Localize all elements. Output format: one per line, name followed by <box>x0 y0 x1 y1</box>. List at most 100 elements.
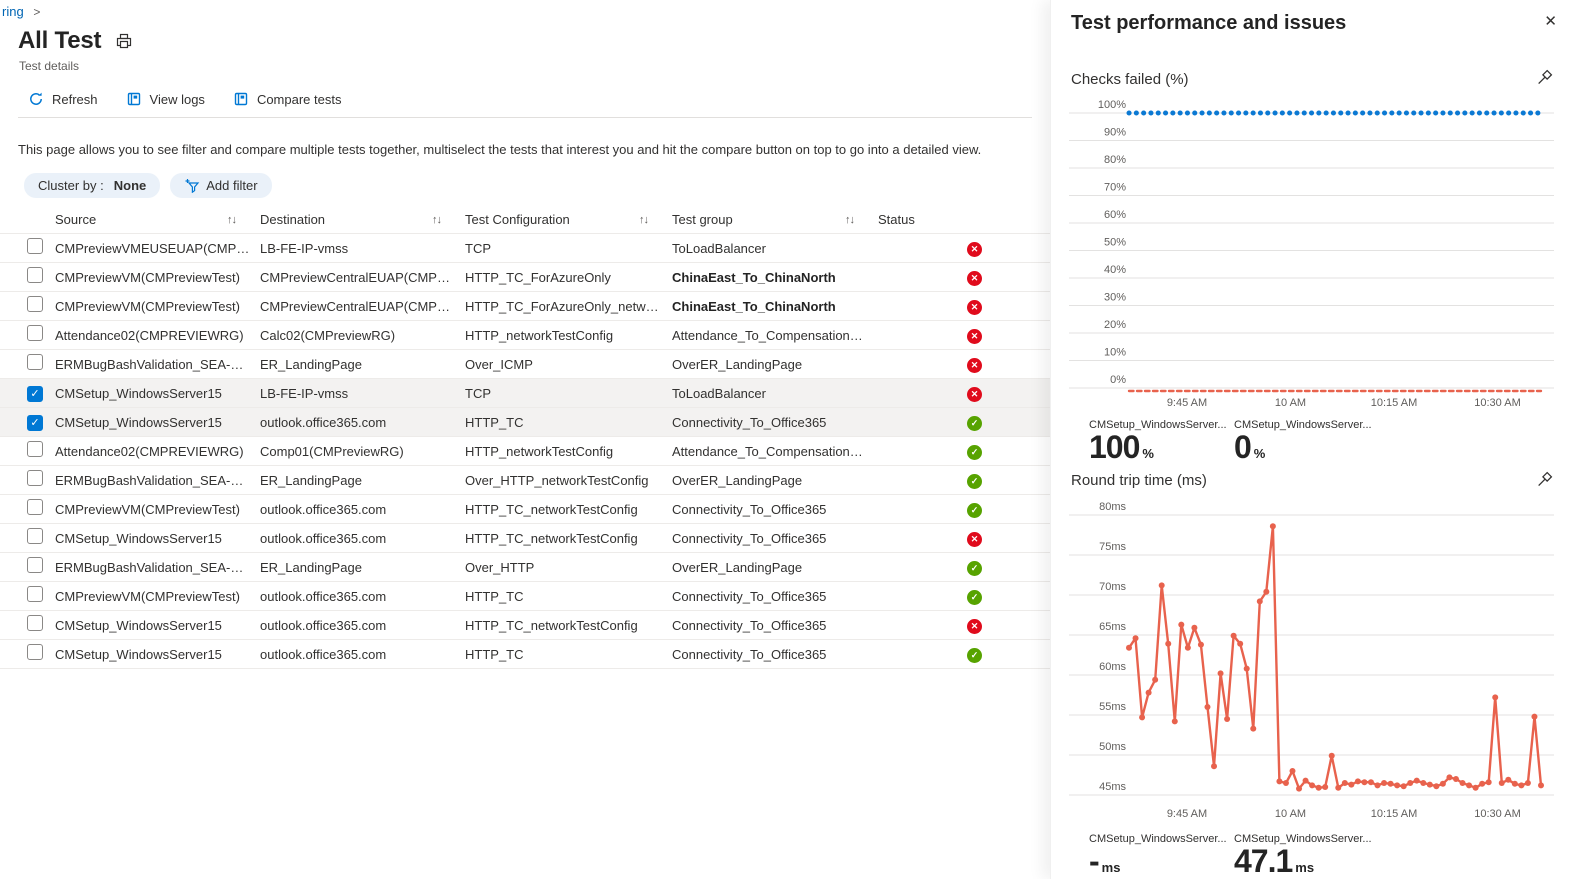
close-icon[interactable]: ✕ <box>1544 13 1557 30</box>
row-checkbox[interactable] <box>27 614 43 631</box>
refresh-button[interactable]: Refresh <box>28 91 98 107</box>
row-checkbox-cell <box>0 498 55 520</box>
svg-text:10%: 10% <box>1104 347 1126 359</box>
tests-table: Source ↑↓ Destination ↑↓ Test Configuration ↑… <box>0 206 1050 669</box>
cell-status: ✓ <box>878 442 1050 460</box>
breadcrumb-link[interactable]: ring <box>2 4 24 19</box>
sort-icon[interactable]: ↑↓ <box>845 213 855 226</box>
table-row[interactable]: ERMBugBashValidation_SEA-ER-50... ER_Land… <box>0 466 1050 495</box>
row-checkbox[interactable] <box>27 556 43 573</box>
row-checkbox[interactable] <box>27 353 43 370</box>
cell-status: ✕ <box>878 268 1050 286</box>
sort-icon[interactable]: ↑↓ <box>227 213 237 226</box>
row-checkbox[interactable] <box>27 469 43 486</box>
table-row[interactable]: CMPreviewVM(CMPreviewTest) CMPreviewCentr… <box>0 263 1050 292</box>
row-checkbox-cell <box>0 266 55 288</box>
cell-status: ✕ <box>878 326 1050 344</box>
table-row[interactable]: CMPreviewVMEUSEUAP(CMPREVIE...LB-FE-IP-v… <box>0 234 1050 263</box>
table-row[interactable]: ERMBugBashValidation_SEA-ER-50... ER_Land… <box>0 350 1050 379</box>
data-point <box>1335 784 1342 791</box>
cell-config: Over_ICMP <box>465 356 533 372</box>
row-checkbox[interactable] <box>27 266 43 283</box>
svg-text:70%: 70% <box>1104 182 1126 194</box>
cell-status: ✕ <box>878 384 1050 402</box>
svg-text:20%: 20% <box>1104 319 1126 331</box>
row-checkbox[interactable] <box>27 585 43 602</box>
cell-group: OverER_LandingPage <box>672 356 803 372</box>
column-header-group[interactable]: Test group ↑↓ <box>672 212 878 227</box>
cell-source: CMPreviewVM(CMPreviewTest) <box>55 588 240 604</box>
row-checkbox[interactable] <box>27 643 43 660</box>
data-point <box>1204 703 1211 710</box>
row-checkbox[interactable] <box>27 295 43 312</box>
row-checkbox[interactable]: ✓ <box>27 385 43 402</box>
data-point <box>1341 779 1348 786</box>
row-checkbox-cell <box>0 469 55 491</box>
svg-text:80%: 80% <box>1104 154 1126 166</box>
add-filter-button[interactable]: Add filter <box>170 173 272 198</box>
breadcrumb: ring > <box>0 0 1050 19</box>
column-header-config[interactable]: Test Configuration ↑↓ <box>465 212 672 227</box>
table-row[interactable]: CMPreviewVM(CMPreviewTest) outlook.office… <box>0 495 1050 524</box>
cell-source: Attendance02(CMPREVIEWRG) <box>55 327 244 343</box>
row-checkbox[interactable] <box>27 237 43 254</box>
compare-tests-button[interactable]: Compare tests <box>233 91 341 107</box>
table-row[interactable]: Attendance02(CMPREVIEWRG) Calc02(CMPrevie… <box>0 321 1050 350</box>
pin-icon[interactable] <box>1536 69 1553 89</box>
sort-icon[interactable]: ↑↓ <box>432 213 442 226</box>
data-point <box>1276 777 1283 784</box>
column-header-source[interactable]: Source ↑↓ <box>55 212 260 227</box>
data-point <box>1237 640 1244 647</box>
table-row[interactable]: CMPreviewVM(CMPreviewTest) outlook.office… <box>0 582 1050 611</box>
cell-source: CMSetup_WindowsServer15 <box>55 646 222 662</box>
cell-group: Connectivity_To_Office365 <box>672 414 827 430</box>
table-row[interactable]: CMSetup_WindowsServer15 outlook.office365… <box>0 640 1050 669</box>
table-row[interactable]: ERMBugBashValidation_SEA-ER-50... ER_Land… <box>0 553 1050 582</box>
table-row[interactable]: CMPreviewVM(CMPreviewTest) CMPreviewCentr… <box>0 292 1050 321</box>
cell-source: ERMBugBashValidation_SEA-ER-50... <box>55 356 260 372</box>
row-checkbox-cell <box>0 643 55 665</box>
view-logs-button[interactable]: View logs <box>126 91 205 107</box>
row-checkbox[interactable] <box>27 324 43 341</box>
svg-text:65ms: 65ms <box>1099 621 1126 633</box>
legend-item: CMSetup_WindowsServer... 100% <box>1081 418 1227 465</box>
data-point <box>1243 665 1250 672</box>
table-row[interactable]: ✓ CMSetup_WindowsServer15 outlook.office36… <box>0 408 1050 437</box>
cell-destination: ER_LandingPage <box>260 559 362 575</box>
pin-icon[interactable] <box>1536 471 1553 491</box>
data-point <box>1524 779 1531 786</box>
cell-status: ✕ <box>878 297 1050 315</box>
table-row[interactable]: Attendance02(CMPREVIEWRG) Comp01(CMPrevie… <box>0 437 1050 466</box>
row-checkbox[interactable] <box>27 440 43 457</box>
row-checkbox-cell <box>0 614 55 636</box>
cell-status: ✓ <box>878 645 1050 663</box>
cell-config: HTTP_networkTestConfig <box>465 443 614 459</box>
column-header-destination[interactable]: Destination ↑↓ <box>260 212 465 227</box>
data-point <box>1171 717 1178 724</box>
chart-plot: 80ms 75ms 70ms 65ms 60ms 55ms 50ms 45ms 9:45 AM 1… <box>1069 501 1554 820</box>
row-checkbox[interactable] <box>27 498 43 515</box>
panel-title: Test performance and issues <box>1071 12 1347 34</box>
table-row[interactable]: ✓ CMSetup_WindowsServer15 LB-FE-IP-vmss TCP… <box>0 379 1050 408</box>
printer-icon[interactable] <box>115 32 133 50</box>
data-point <box>1367 778 1374 785</box>
cell-config: HTTP_networkTestConfig <box>465 327 614 343</box>
row-checkbox[interactable] <box>27 527 43 544</box>
table-row[interactable]: CMSetup_WindowsServer15 outlook.office365… <box>0 611 1050 640</box>
svg-text:10 AM: 10 AM <box>1275 397 1306 409</box>
cluster-by-pill[interactable]: Cluster by : None <box>24 173 161 198</box>
cell-config: TCP <box>465 240 491 256</box>
legend-value: - ms <box>1089 842 1121 879</box>
data-point <box>1224 715 1231 722</box>
svg-text:75ms: 75ms <box>1099 541 1126 553</box>
data-point <box>1394 781 1401 788</box>
cell-status: ✕ <box>878 616 1050 634</box>
svg-text:55ms: 55ms <box>1099 701 1126 713</box>
status-fail-icon: ✕ <box>967 271 982 286</box>
table-row[interactable]: CMSetup_WindowsServer15 outlook.office365… <box>0 524 1050 553</box>
sort-icon[interactable]: ↑↓ <box>639 213 649 226</box>
data-point <box>1381 779 1388 786</box>
cell-group: Attendance_To_Compensation_and... <box>672 327 878 343</box>
row-checkbox[interactable]: ✓ <box>27 414 43 431</box>
cell-source: CMPreviewVM(CMPreviewTest) <box>55 298 240 314</box>
